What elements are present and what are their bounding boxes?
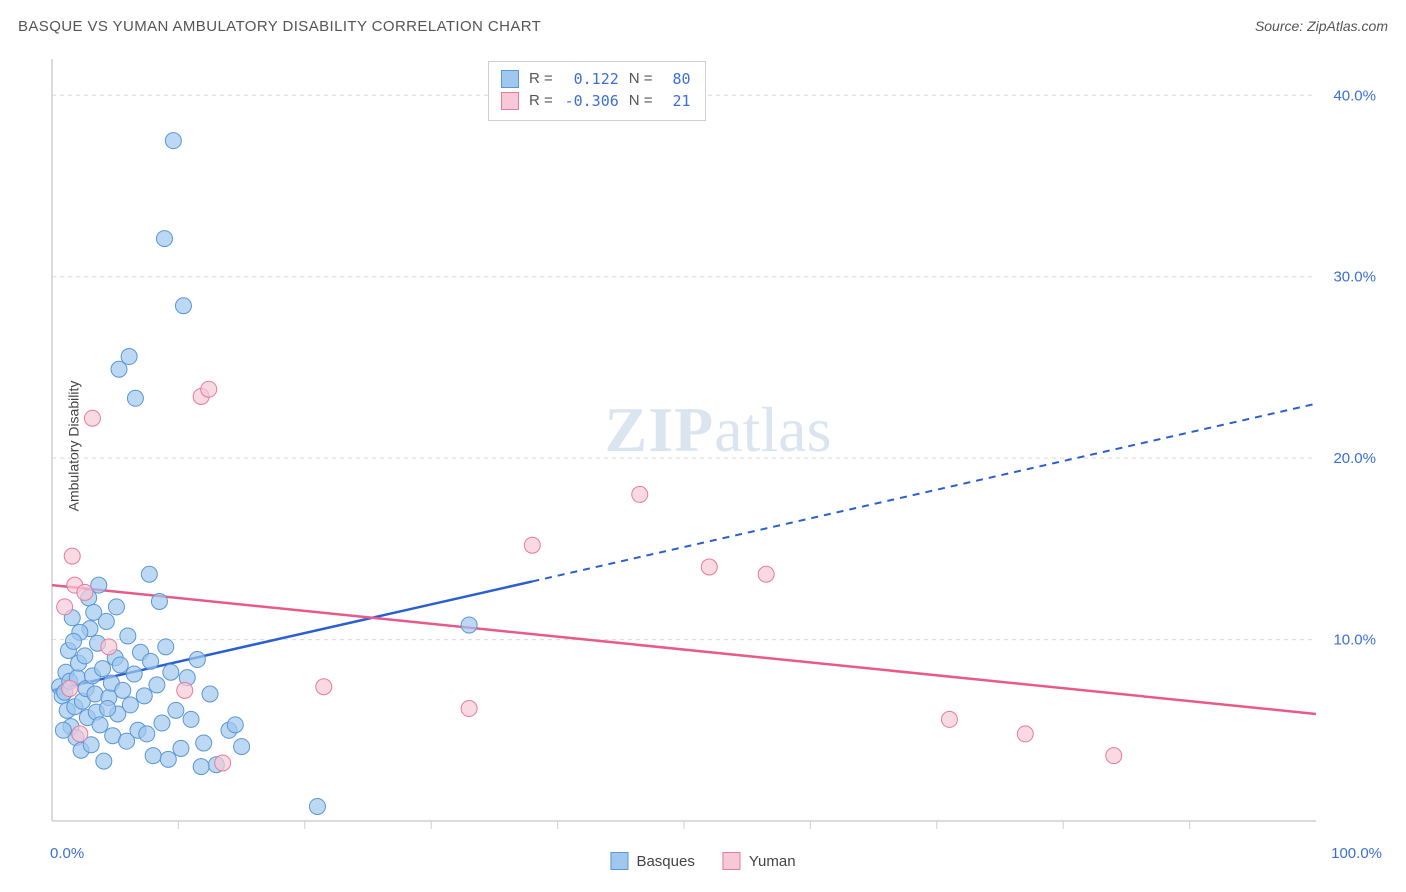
n-value: 21	[663, 90, 691, 112]
bottom-legend: Basques Yuman	[610, 852, 795, 870]
swatch-basques-icon	[610, 852, 628, 870]
r-label: R =	[529, 68, 553, 90]
stats-row-yuman: R = -0.306 N = 21	[501, 90, 691, 112]
n-label: N =	[629, 90, 653, 112]
svg-text:40.0%: 40.0%	[1333, 87, 1376, 104]
n-value: 80	[663, 68, 691, 90]
svg-text:20.0%: 20.0%	[1333, 450, 1376, 467]
r-value: 0.122	[563, 68, 619, 90]
scatter-chart: 10.0% 20.0% 30.0% 40.0%	[48, 55, 1388, 837]
svg-text:10.0%: 10.0%	[1333, 632, 1376, 649]
swatch-yuman-icon	[501, 92, 519, 110]
legend-item-yuman: Yuman	[723, 852, 796, 870]
x-tick-start: 0.0%	[50, 845, 84, 862]
stats-box: R = 0.122 N = 80 R = -0.306 N = 21	[488, 61, 706, 121]
chart-source: Source: ZipAtlas.com	[1255, 18, 1388, 34]
n-label: N =	[629, 68, 653, 90]
chart-title: BASQUE VS YUMAN AMBULATORY DISABILITY CO…	[18, 18, 541, 35]
legend-label: Basques	[636, 853, 694, 870]
plot-area: ZIPatlas 10.0%20.0%30.0%40.0% R = 0.122 …	[48, 55, 1388, 837]
swatch-basques-icon	[501, 70, 519, 88]
stats-row-basques: R = 0.122 N = 80	[501, 68, 691, 90]
svg-text:30.0%: 30.0%	[1333, 269, 1376, 286]
legend-item-basques: Basques	[610, 852, 694, 870]
legend-label: Yuman	[749, 853, 796, 870]
swatch-yuman-icon	[723, 852, 741, 870]
r-value: -0.306	[563, 90, 619, 112]
r-label: R =	[529, 90, 553, 112]
x-tick-end: 100.0%	[1331, 845, 1382, 862]
